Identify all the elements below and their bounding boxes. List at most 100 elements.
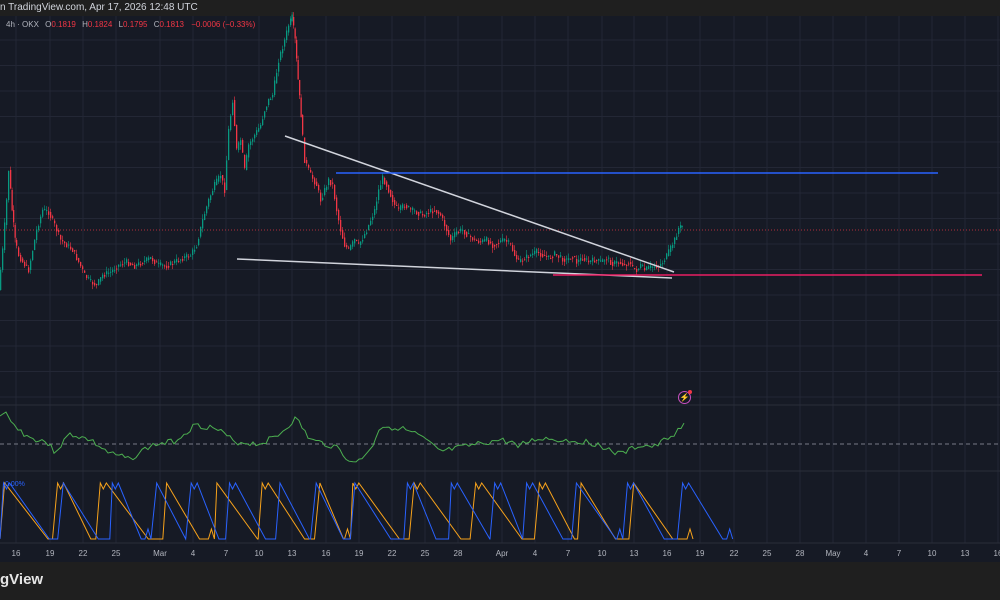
candle-body [522,260,524,262]
candle-body [188,256,190,258]
candle-body [476,240,478,241]
candle-body [424,215,426,217]
candle-body [290,18,292,25]
alert-glyph: ⚡ [679,393,690,402]
candle-body [172,264,174,265]
candle-body [192,249,194,255]
candle-body [672,244,674,248]
candle-body [316,181,318,186]
candle-body [318,185,320,191]
candle-body [216,178,218,185]
candle-body [428,213,430,214]
candle-body [544,255,546,257]
candle-body [600,260,602,262]
candle-body [568,258,570,260]
candle-body [356,240,358,241]
candle-body [538,252,540,253]
candle-body [198,238,200,245]
candle-body [566,258,568,260]
candle-body [108,272,110,274]
candle-body [610,260,612,265]
candle-body [246,155,248,170]
candle-body [456,231,458,235]
candle-body [412,207,414,210]
candle-body [22,258,24,263]
candle-body [482,239,484,242]
candle-body [602,259,604,262]
candle-body [11,190,13,211]
candle-body [390,190,392,197]
candle-body [200,226,202,237]
candle-body [286,30,288,40]
candle-body [400,205,402,210]
candle-body [230,115,232,130]
candle-body [376,201,378,210]
candle-body [378,189,380,200]
candle-body [328,178,330,185]
time-axis-tick: 7 [565,549,571,558]
candle-body [70,246,72,250]
candle-body [312,175,314,179]
candle-body [514,250,516,256]
candle-body [644,268,646,271]
candle-body [212,190,214,195]
chart-plot[interactable] [0,0,1000,562]
candle-body [293,17,295,26]
candle-body [582,259,584,261]
candle-body [496,244,498,245]
candle-body [14,225,16,238]
candle-body [398,207,400,209]
candle-body [46,209,48,211]
candle-body [56,225,58,232]
candle-body [608,257,610,259]
candle-body [676,236,678,240]
candle-body [248,144,250,158]
candle-body [494,245,496,247]
candle-body [580,257,582,261]
time-axis-tick: 25 [111,549,121,558]
candle-body [681,225,683,227]
candle-body [142,263,144,264]
candle-body [326,186,328,190]
candle-body [554,251,556,256]
candle-body [650,265,652,268]
candle-body [120,264,122,266]
alert-bolt-icon[interactable]: ⚡ [678,390,692,404]
candle-body [416,211,418,215]
candle-body [320,192,322,202]
candle-body [612,262,614,267]
candle-body [592,257,594,262]
candle-body [636,269,638,272]
candle-body [468,233,470,235]
time-axis-tick: 22 [729,549,739,558]
candle-body [48,211,50,215]
candle-body [374,209,376,215]
candle-body [584,258,586,261]
candle-body [236,125,238,149]
candle-body [490,241,492,244]
candle-body [252,139,254,142]
candle-body [2,248,4,270]
candle-body [308,165,310,168]
candle-body [264,111,266,118]
candle-body [364,234,366,238]
candle-body [512,245,514,251]
candle-body [300,97,302,118]
candle-body [348,247,350,249]
candle-body [668,249,670,256]
candle-body [618,262,620,264]
candle-body [458,232,460,233]
candle-body [104,275,106,277]
candle-body [330,180,332,186]
change-value: −0.0006 (−0.33%) [191,20,256,29]
candle-body [58,230,60,233]
candle-body [184,256,186,258]
candle-body [234,100,236,127]
candle-body [304,137,306,163]
low-key: L [118,20,124,29]
candle-body [440,213,442,216]
candle-body [282,49,284,54]
candle-body [166,265,168,269]
candle-body [500,240,502,242]
candle-body [44,209,46,211]
